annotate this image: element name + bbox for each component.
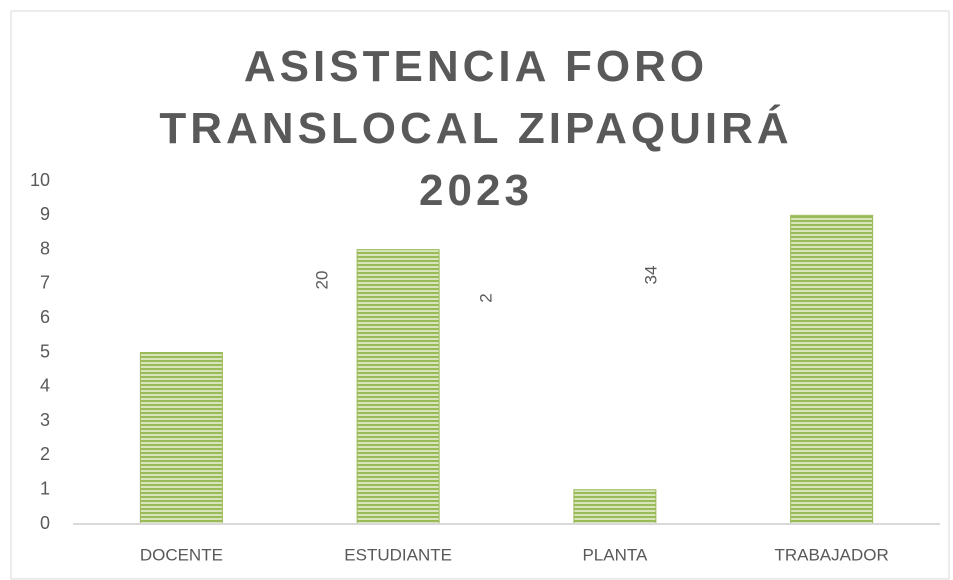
x-tick-label: PLANTA — [582, 545, 648, 564]
bar — [139, 352, 223, 525]
y-tick-label: 4 — [40, 376, 50, 396]
y-tick-label: 7 — [40, 273, 50, 293]
chart-title: ASISTENCIA FORO TRANSLOCAL ZIPAQUIRÁ 202… — [159, 42, 793, 215]
y-tick-label: 1 — [40, 478, 50, 498]
y-tick-label: 8 — [40, 238, 50, 258]
y-tick-label: 5 — [40, 341, 50, 361]
y-tick-label: 2 — [40, 444, 50, 464]
bar — [573, 489, 657, 525]
y-tick-label: 3 — [40, 410, 50, 430]
y-tick-label: 9 — [40, 204, 50, 224]
x-tick-label: DOCENTE — [140, 545, 223, 564]
bar — [356, 249, 440, 525]
y-tick-label: 6 — [40, 307, 50, 327]
annotation: 2 — [476, 293, 495, 302]
annotation: 20 — [312, 271, 331, 290]
y-tick-label: 0 — [40, 513, 50, 533]
y-tick-label: 10 — [30, 170, 50, 190]
x-tick-label: TRABAJADOR — [774, 545, 888, 564]
annotation: 34 — [641, 266, 660, 285]
x-tick-label: ESTUDIANTE — [344, 545, 452, 564]
bar — [790, 214, 874, 525]
chart-border — [10, 10, 950, 580]
